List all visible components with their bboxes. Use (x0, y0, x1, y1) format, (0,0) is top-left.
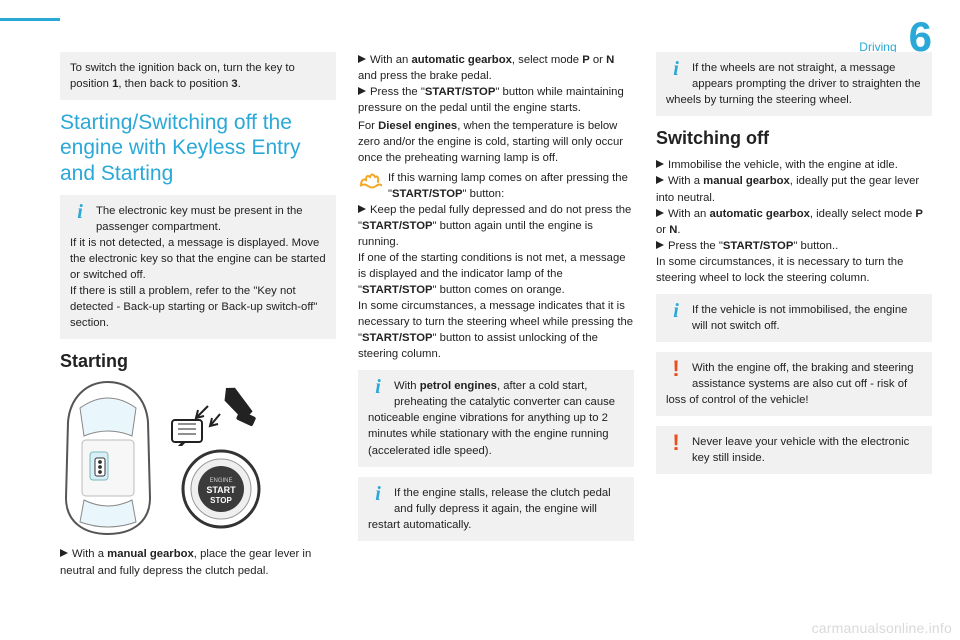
preheat-line: If this warning lamp comes on after pres… (358, 170, 634, 202)
note-text: If the vehicle is not immobilised, the e… (666, 302, 922, 334)
note-text: To switch the ignition back on, turn the… (70, 60, 326, 92)
right-illus-stack: ENGINE START STOP (166, 384, 276, 532)
svg-text:STOP: STOP (210, 496, 232, 505)
warning-text: With the engine off, the braking and ste… (666, 360, 922, 408)
column-3: i If the wheels are not straight, a mess… (656, 52, 932, 579)
info-icon: i (666, 60, 686, 80)
warning-brake-steering: ! With the engine off, the braking and s… (656, 352, 932, 416)
body-text: Immobilise the vehicle, with the engine … (656, 157, 932, 173)
body-text: With a manual gearbox, place the gear le… (60, 546, 336, 578)
note-text: If the wheels are not straight, a messag… (666, 60, 922, 108)
start-stop-button-icon: ENGINE START STOP (166, 446, 276, 532)
body-text: If one of the starting conditions is not… (358, 250, 634, 298)
heading-switching-off: Switching off (656, 126, 932, 152)
body-text: Press the "START/STOP" button while main… (358, 84, 634, 116)
info-icon: i (70, 203, 90, 223)
warning-key-inside: ! Never leave your vehicle with the elec… (656, 426, 932, 474)
preheat-lamp-icon (358, 170, 382, 190)
column-2: With an automatic gearbox, select mode P… (358, 52, 634, 579)
note-text: The electronic key must be present in th… (70, 203, 326, 331)
info-icon: i (666, 302, 686, 322)
bullet-icon (60, 549, 68, 557)
info-icon: i (368, 378, 388, 398)
column-1: To switch the ignition back on, turn the… (60, 52, 336, 579)
bullet-icon (656, 160, 664, 168)
bullet-icon (656, 209, 664, 217)
bullet-icon (358, 205, 366, 213)
press-pedal-icon (166, 384, 276, 446)
bullet-icon (358, 55, 366, 63)
chapter-number: 6 (909, 18, 932, 56)
body-text: In some circumstances, it is necessary t… (656, 254, 932, 286)
note-petrol-coldstart: i With petrol engines, after a cold star… (358, 370, 634, 466)
note-not-immobilised: i If the vehicle is not immobilised, the… (656, 294, 932, 342)
info-icon: i (368, 485, 388, 505)
watermark: carmanualsonline.info (812, 620, 952, 636)
note-electronic-key: i The electronic key must be present in … (60, 195, 336, 339)
note-engine-stall: i If the engine stalls, release the clut… (358, 477, 634, 541)
bullet-icon (656, 176, 664, 184)
content-columns: To switch the ignition back on, turn the… (60, 52, 932, 579)
body-text: Press the "START/STOP" button.. (656, 238, 932, 254)
car-key-zone-icon (60, 380, 156, 536)
body-text: Keep the pedal fully depressed and do no… (358, 202, 634, 250)
heading-keyless: Starting/Switching off the engine with K… (60, 110, 336, 187)
bullet-icon (358, 87, 366, 95)
warning-text: Never leave your vehicle with the electr… (666, 434, 922, 466)
accent-bar (0, 18, 60, 21)
note-text: With petrol engines, after a cold start,… (368, 378, 624, 458)
body-text: With a manual gearbox, ideally put the g… (656, 173, 932, 205)
body-text: With an automatic gearbox, ideally selec… (656, 206, 932, 238)
bullet-icon (656, 241, 664, 249)
note-wheels-straight: i If the wheels are not straight, a mess… (656, 52, 932, 116)
warning-icon: ! (666, 434, 686, 454)
svg-text:ENGINE: ENGINE (209, 478, 232, 484)
body-text: With an automatic gearbox, select mode P… (358, 52, 634, 84)
warning-icon: ! (666, 360, 686, 380)
starting-illustrations: ENGINE START STOP (60, 380, 336, 536)
manual-page: Driving 6 To switch the ignition back on… (0, 0, 960, 640)
svg-text:START: START (206, 485, 236, 495)
body-text: For Diesel engines, when the temperature… (358, 118, 634, 166)
heading-starting: Starting (60, 349, 336, 375)
body-text: In some circumstances, a message indicat… (358, 298, 634, 362)
page-header: Driving 6 (60, 18, 932, 56)
note-text: If the engine stalls, release the clutch… (368, 485, 624, 533)
note-ignition: To switch the ignition back on, turn the… (60, 52, 336, 100)
